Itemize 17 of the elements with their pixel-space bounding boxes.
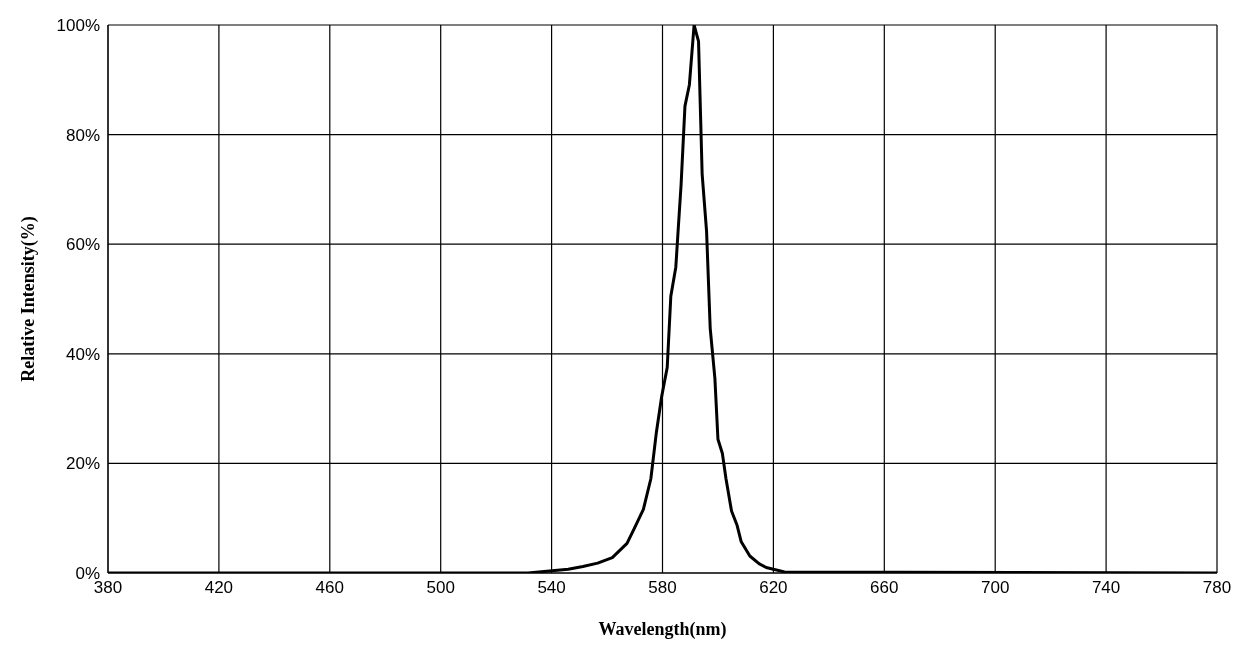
x-tick-label: 540 [537, 578, 566, 598]
y-tick-label: 60% [65, 235, 100, 255]
y-tick-label: 20% [65, 454, 100, 474]
x-tick-label: 740 [1091, 578, 1121, 598]
y-axis-title: Relative Intensity(%) [18, 216, 40, 382]
x-tick-label: 420 [204, 578, 234, 598]
y-tick-label: 40% [65, 344, 100, 364]
x-tick-label: 580 [648, 578, 677, 598]
x-tick-label: 660 [870, 578, 899, 598]
y-tick-label: 100% [56, 16, 100, 36]
y-tick-label: 80% [65, 125, 100, 145]
x-tick-label: 460 [315, 578, 344, 598]
x-tick-label: 700 [981, 578, 1010, 598]
x-tick-label: 620 [759, 578, 788, 598]
x-tick-label: 780 [1202, 578, 1232, 598]
x-axis-title: Wavelength(nm) [598, 619, 727, 640]
x-tick-label: 500 [426, 578, 455, 598]
